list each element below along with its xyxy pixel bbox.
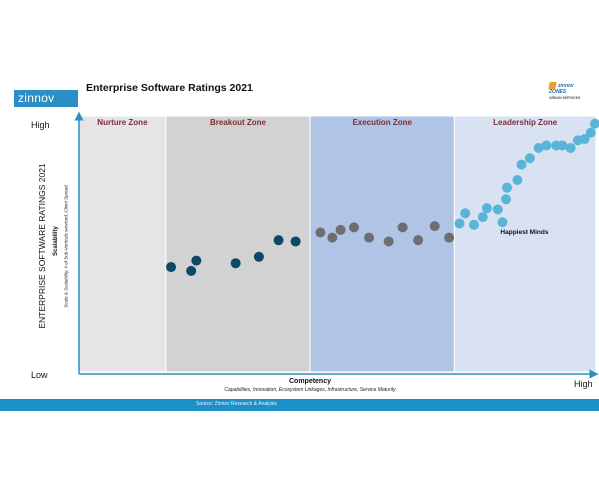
data-point-breakout-zone-2 <box>186 265 197 276</box>
zone-band-breakout-zone <box>165 115 311 373</box>
data-point-leadership-zone-6 <box>492 204 503 215</box>
zone-band-leadership-zone <box>453 115 597 373</box>
data-point-leadership-zone-17 <box>565 143 576 153</box>
data-point-execution-zone-3 <box>335 224 346 235</box>
data-point-leadership-zone-10 <box>512 175 523 185</box>
zones-logo-text: zinnov ZONES <box>549 82 574 95</box>
source-note: Source: Zinnov Research & Analysis <box>196 401 277 407</box>
data-point-leadership-zone-9 <box>502 182 513 193</box>
zone-label-breakout-zone: Breakout Zone <box>210 118 267 127</box>
zone-label-nurture-zone: Nurture Zone <box>97 118 148 127</box>
data-point-execution-zone-2 <box>327 232 338 243</box>
x-axis-high: High <box>574 379 593 389</box>
data-point-leadership-zone-14 <box>541 140 552 151</box>
zone-band-execution-zone <box>309 115 455 373</box>
data-point-breakout-zone-3 <box>191 255 202 266</box>
data-point-breakout-zone-1 <box>166 262 177 273</box>
zones-logo-sub: URBAN SERVICES <box>549 96 581 100</box>
data-point-breakout-zone-5 <box>253 251 264 262</box>
y-axis-high: High <box>31 120 50 130</box>
data-point-leadership-zone-1 <box>454 218 465 229</box>
zone-label-execution-zone: Execution Zone <box>352 118 412 127</box>
data-point-leadership-zone-2 <box>460 208 471 219</box>
data-point-execution-zone-6 <box>383 236 394 247</box>
zinnov-zones-logo: zinnov ZONES URBAN SERVICES <box>548 82 589 101</box>
brand-text: zinnov <box>18 91 55 105</box>
data-point-leadership-zone-12 <box>524 153 535 164</box>
data-point-execution-zone-8 <box>413 235 424 246</box>
data-point-execution-zone-1 <box>315 227 326 238</box>
annotation-happiest-minds: Happiest Minds <box>500 229 548 236</box>
x-axis-sublabel: Capabilities, Innovation, Ecosystem Link… <box>224 387 396 393</box>
data-point-leadership-zone-4 <box>477 212 488 223</box>
data-point-leadership-zone-21 <box>589 118 599 129</box>
data-point-breakout-zone-7 <box>290 236 301 247</box>
data-point-execution-zone-10 <box>444 232 455 243</box>
zone-label-leadership-zone: Leadership Zone <box>493 118 558 127</box>
data-point-leadership-zone-11 <box>516 159 527 170</box>
data-point-breakout-zone-6 <box>273 235 284 246</box>
data-point-execution-zone-5 <box>364 232 375 243</box>
data-point-execution-zone-9 <box>429 221 440 232</box>
zinnov-logo: zinnov <box>14 90 78 107</box>
data-point-execution-zone-4 <box>349 222 360 233</box>
data-point-breakout-zone-4 <box>230 258 241 269</box>
x-axis-label: Competency <box>288 378 331 385</box>
y-axis-low: Low <box>31 370 48 380</box>
data-point-leadership-zone-16 <box>557 140 568 151</box>
data-point-leadership-zone-8 <box>501 194 512 205</box>
page-title: Enterprise Software Ratings 2021 <box>86 82 253 94</box>
data-point-leadership-zone-19 <box>579 134 590 145</box>
data-point-leadership-zone-13 <box>533 143 544 153</box>
data-point-leadership-zone-20 <box>585 127 596 138</box>
footer-bar <box>0 399 599 411</box>
data-point-execution-zone-7 <box>397 222 408 233</box>
data-point-leadership-zone-3 <box>468 219 479 230</box>
data-point-leadership-zone-7 <box>497 217 508 228</box>
data-point-leadership-zone-5 <box>481 203 492 214</box>
zone-band-nurture-zone <box>78 115 167 373</box>
